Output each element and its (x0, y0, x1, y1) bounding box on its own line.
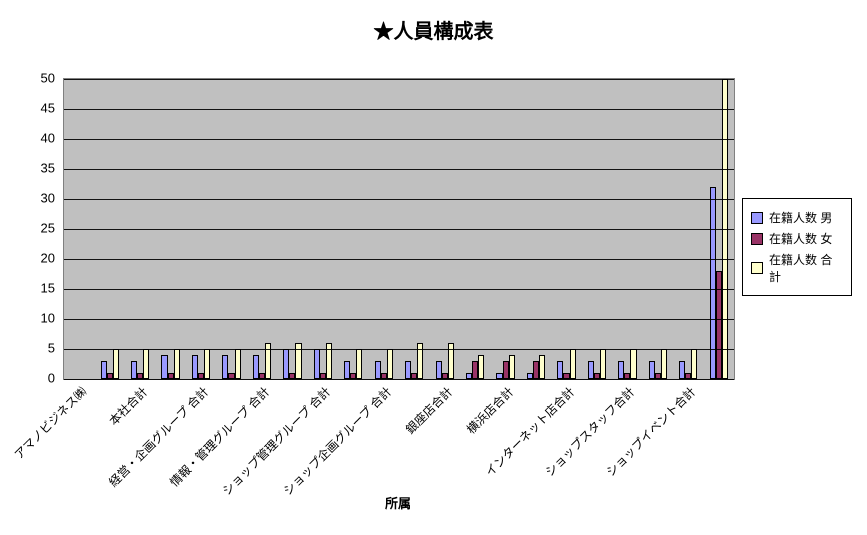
bar-total (235, 349, 241, 379)
gridline (64, 379, 734, 380)
legend-label: 在籍人数 女 (769, 230, 832, 247)
gridline (64, 319, 734, 320)
legend-item: 在籍人数 男 (751, 209, 843, 226)
bar-total (204, 349, 210, 379)
y-tick-label: 30 (3, 191, 55, 206)
y-tick-label: 15 (3, 281, 55, 296)
bar-total (143, 349, 149, 379)
y-tick-label: 0 (3, 371, 55, 386)
y-tick-label: 45 (3, 101, 55, 116)
legend-item: 在籍人数 合計 (751, 251, 843, 285)
y-tick-label: 50 (3, 71, 55, 86)
x-tick-label: 本社合計 (105, 383, 151, 429)
x-tick-label: 銀座店合計 (401, 383, 455, 437)
legend-item: 在籍人数 女 (751, 230, 843, 247)
y-tick-label: 20 (3, 251, 55, 266)
legend-label: 在籍人数 合計 (769, 251, 843, 285)
bar-total (661, 349, 667, 379)
chart-title: ★人員構成表 (3, 15, 864, 44)
bar-total (570, 349, 576, 379)
gridline (64, 169, 734, 170)
x-tick-label: ショップ管理グループ 合計 (218, 383, 334, 499)
x-tick-label: アマノビジネス㈱ (11, 383, 91, 463)
y-tick-label: 40 (3, 131, 55, 146)
bar-total (387, 349, 393, 379)
bar-total (174, 349, 180, 379)
x-tick-label: 情報・管理グループ 合計 (166, 383, 273, 490)
legend-swatch (751, 262, 763, 274)
gridline (64, 289, 734, 290)
legend-label: 在籍人数 男 (769, 209, 832, 226)
gridline (64, 349, 734, 350)
x-tick-label: 経営・企画グループ 合計 (105, 383, 212, 490)
gridline (64, 199, 734, 200)
x-tick-label: 横浜店合計 (462, 383, 516, 437)
bar-total (600, 349, 606, 379)
bar-total (539, 355, 545, 379)
bar-total (630, 349, 636, 379)
gridline (64, 229, 734, 230)
x-tick-label: ショップ企画グループ 合計 (279, 383, 395, 499)
x-axis-title: 所属 (63, 493, 733, 512)
bar-total (509, 355, 515, 379)
y-tick-label: 25 (3, 221, 55, 236)
legend-swatch (751, 212, 763, 224)
legend-swatch (751, 233, 763, 245)
gridline (64, 259, 734, 260)
bar-total (478, 355, 484, 379)
y-tick-label: 10 (3, 311, 55, 326)
bar-total (356, 349, 362, 379)
legend: 在籍人数 男在籍人数 女在籍人数 合計 (742, 198, 852, 296)
bar-total (691, 349, 697, 379)
y-tick-label: 5 (3, 341, 55, 356)
chart-frame: ★人員構成表 0 5 10 15 20 25 30 35 40 45 50 アマノビジネス㈱本社合計… (3, 3, 864, 532)
gridline (64, 79, 734, 80)
bar-total (113, 349, 119, 379)
plot-area (63, 78, 735, 380)
gridline (64, 139, 734, 140)
x-axis-labels: アマノビジネス㈱本社合計経営・企画グループ 合計情報・管理グループ 合計ショップ… (63, 383, 733, 503)
y-tick-label: 35 (3, 161, 55, 176)
gridline (64, 109, 734, 110)
